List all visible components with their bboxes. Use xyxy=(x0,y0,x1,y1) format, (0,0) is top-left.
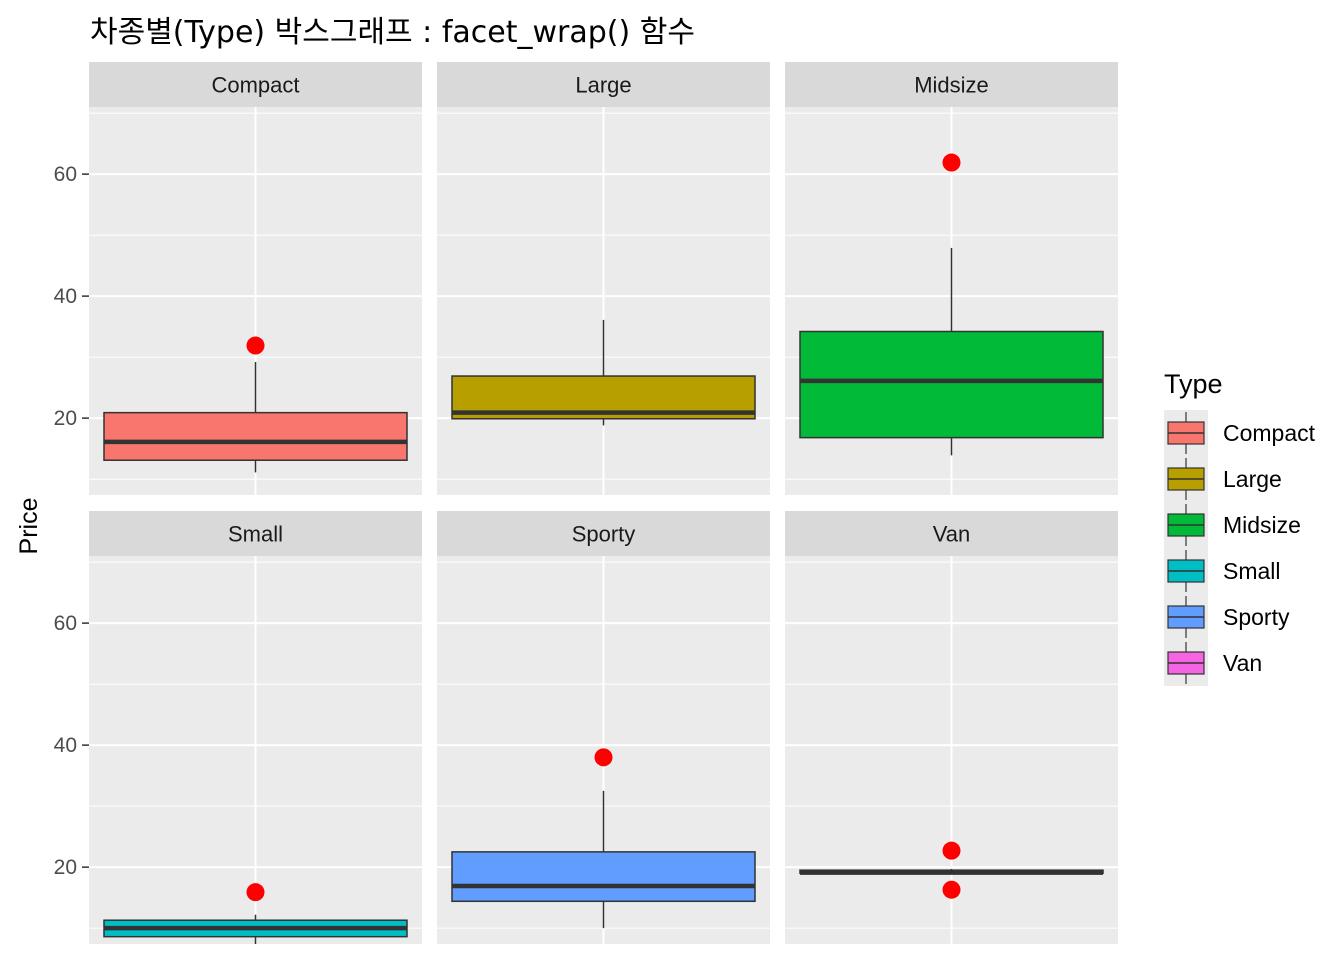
legend-item-small: Small xyxy=(1167,550,1281,592)
y-tick-label: 40 xyxy=(54,734,77,757)
strip-background xyxy=(437,511,770,556)
strip-label: Midsize xyxy=(914,73,989,98)
legend-label: Midsize xyxy=(1223,512,1301,538)
chart-title: 차종별(Type) 박스그래프 : facet_wrap() 함수 xyxy=(90,15,695,50)
y-tick-label: 20 xyxy=(54,407,77,430)
strip-label: Van xyxy=(933,522,971,547)
strip-label: Small xyxy=(228,522,283,547)
legend: Type Compact Large Midsize Small Sporty Van xyxy=(1164,369,1316,686)
legend-item-midsize: Midsize xyxy=(1167,504,1301,546)
legend-label: Compact xyxy=(1223,420,1316,446)
outlier-point xyxy=(246,336,265,355)
legend-label: Van xyxy=(1223,650,1262,676)
legend-keys-background xyxy=(1164,410,1208,686)
legend-item-sporty: Sporty xyxy=(1167,596,1290,638)
strip-background xyxy=(785,511,1118,556)
strip-label: Compact xyxy=(211,73,299,98)
y-tick-label: 60 xyxy=(54,163,77,186)
strip-background xyxy=(785,62,1118,107)
strip-label: Sporty xyxy=(572,522,636,547)
panel-small: Small 20 40 60 xyxy=(54,511,422,944)
outlier-point xyxy=(246,883,265,902)
y-tick-label: 40 xyxy=(54,285,77,308)
legend-label: Large xyxy=(1223,466,1282,492)
box xyxy=(103,411,408,461)
box xyxy=(799,330,1104,439)
y-tick-label: 60 xyxy=(54,612,77,635)
outlier-point xyxy=(942,841,961,860)
facet-panels: Compact 20 40 60 Large Midsize Small 20 40 60 Spor… xyxy=(54,62,1118,944)
legend-label: Small xyxy=(1223,558,1281,584)
legend-item-van: Van xyxy=(1167,642,1262,684)
panel-large: Large xyxy=(437,62,770,495)
y-tick-label: 20 xyxy=(54,856,77,879)
legend-item-compact: Compact xyxy=(1167,412,1316,454)
legend-item-large: Large xyxy=(1167,458,1282,500)
outlier-point xyxy=(942,153,961,172)
strip-label: Large xyxy=(575,73,631,98)
strip-background xyxy=(437,62,770,107)
strip-background xyxy=(89,511,422,556)
y-axis-title: Price xyxy=(15,498,43,555)
box xyxy=(451,851,756,903)
legend-label: Sporty xyxy=(1223,604,1290,630)
legend-title: Type xyxy=(1164,369,1223,399)
outlier-point xyxy=(594,748,613,767)
panel-van: Van xyxy=(785,511,1118,944)
panel-compact: Compact 20 40 60 xyxy=(54,62,422,495)
strip-background xyxy=(89,62,422,107)
outlier-point xyxy=(942,880,961,899)
panel-sporty: Sporty xyxy=(437,511,770,944)
panel-midsize: Midsize xyxy=(785,62,1118,495)
